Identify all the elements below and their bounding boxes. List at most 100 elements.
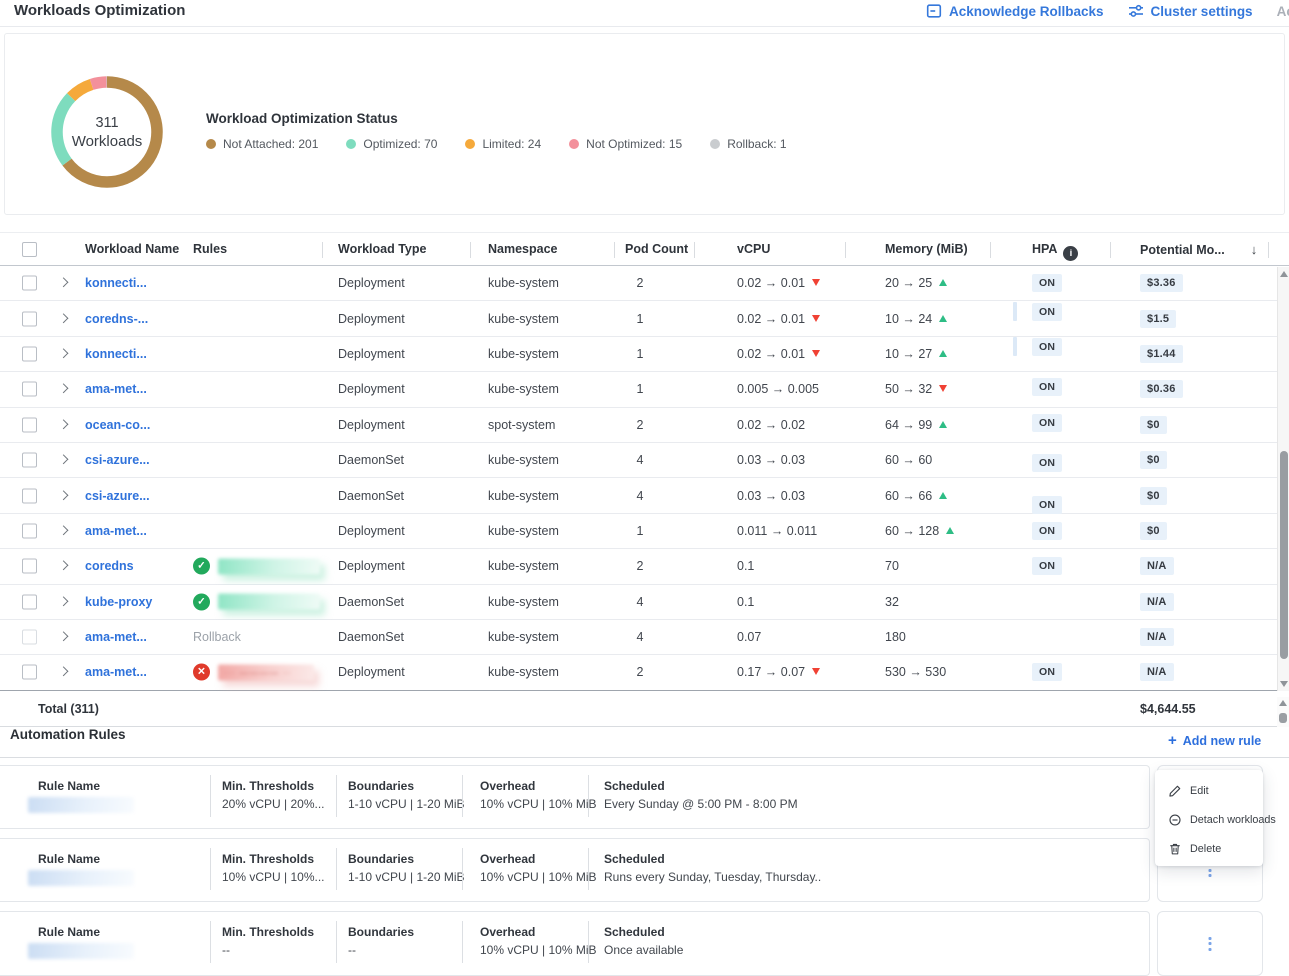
- potential-saving-cell: $1.44: [1140, 345, 1183, 363]
- table-scrollbar[interactable]: [1277, 267, 1289, 691]
- col-hpa[interactable]: HPAi: [1032, 242, 1078, 261]
- table-row: csi-azure... DaemonSet kube-system 4 0.0…: [0, 443, 1277, 478]
- min-thresholds-label: Min. Thresholds: [222, 779, 314, 793]
- scroll-up-arrow-icon[interactable]: [1280, 271, 1288, 277]
- row-checkbox[interactable]: [22, 523, 37, 538]
- workload-type: DaemonSet: [338, 595, 404, 609]
- header-divider: [990, 242, 991, 258]
- workload-name-link[interactable]: ama-met...: [85, 665, 147, 679]
- scrollbar-thumb[interactable]: [1279, 713, 1287, 723]
- row-checkbox[interactable]: [22, 594, 37, 609]
- workload-name-link[interactable]: konnecti...: [85, 276, 147, 290]
- col-memory[interactable]: Memory (MiB): [885, 242, 968, 256]
- legend-label: Rollback: 1: [727, 137, 786, 151]
- col-vcpu[interactable]: vCPU: [737, 242, 770, 256]
- row-checkbox[interactable]: [22, 630, 37, 645]
- min-thresholds-label: Min. Thresholds: [222, 852, 314, 866]
- workload-name-link[interactable]: csi-azure...: [85, 489, 150, 503]
- detach-icon: [1168, 813, 1182, 827]
- hpa-tick-artifact: [1013, 302, 1017, 321]
- row-expand-chevron-icon[interactable]: [59, 348, 69, 358]
- table-row: coredns-... Deployment kube-system 1 0.0…: [0, 301, 1277, 336]
- menu-item-detach-workloads[interactable]: Detach workloads: [1155, 805, 1263, 834]
- workload-type: DaemonSet: [338, 630, 404, 644]
- donut-center-label: 311 Workloads: [49, 74, 165, 190]
- row-expand-chevron-icon[interactable]: [59, 596, 69, 606]
- row-expand-chevron-icon[interactable]: [59, 631, 69, 641]
- scrollbar-thumb[interactable]: [1280, 451, 1288, 659]
- col-pod-count[interactable]: Pod Count: [625, 242, 688, 256]
- row-expand-chevron-icon[interactable]: [59, 667, 69, 677]
- actions-button[interactable]: Actions: [1277, 4, 1289, 19]
- row-expand-chevron-icon[interactable]: [59, 278, 69, 288]
- legend-item: Limited: 24: [465, 137, 541, 151]
- hpa-on-badge: ON: [1032, 303, 1062, 321]
- status-legend-title: Workload Optimization Status: [206, 111, 398, 126]
- row-expand-chevron-icon[interactable]: [59, 384, 69, 394]
- workload-name-link[interactable]: konnecti...: [85, 347, 147, 361]
- cluster-settings-button[interactable]: Cluster settings: [1128, 3, 1253, 19]
- page-scrollbar[interactable]: [1277, 697, 1289, 727]
- workload-name-link[interactable]: coredns: [85, 559, 134, 573]
- potential-saving-badge: $0: [1140, 451, 1167, 469]
- workload-name-link[interactable]: ama-met...: [85, 382, 147, 396]
- potential-saving-cell: N/A: [1140, 593, 1174, 611]
- pod-count: 4: [604, 489, 676, 503]
- scroll-up-arrow-icon[interactable]: [1279, 700, 1287, 706]
- row-expand-chevron-icon[interactable]: [59, 525, 69, 535]
- page-title: Workloads Optimization: [14, 2, 185, 19]
- trend-up-icon: [939, 279, 947, 286]
- memory-value: 60 → 128: [885, 524, 954, 538]
- header-divider: [1110, 242, 1111, 258]
- add-new-rule-button[interactable]: + Add new rule: [1168, 733, 1261, 748]
- col-workload-type[interactable]: Workload Type: [338, 242, 426, 256]
- row-expand-chevron-icon[interactable]: [59, 561, 69, 571]
- optimization-summary-card: 311 Workloads Workload Optimization Stat…: [4, 33, 1285, 215]
- sort-desc-icon[interactable]: ↓: [1251, 242, 1258, 257]
- vcpu-value: 0.17 → 0.07: [737, 665, 820, 679]
- workload-name-link[interactable]: ocean-co...: [85, 418, 150, 432]
- pod-count: 1: [604, 382, 676, 396]
- workload-name-link[interactable]: coredns-...: [85, 312, 148, 326]
- row-expand-chevron-icon[interactable]: [59, 454, 69, 464]
- legend-dot-icon: [569, 139, 579, 149]
- table-row: ama-met... ✕··· ———— ·· Deployment kube-…: [0, 655, 1277, 690]
- workload-name-link[interactable]: csi-azure...: [85, 453, 150, 467]
- min-thresholds-label: Min. Thresholds: [222, 925, 314, 939]
- select-all-checkbox[interactable]: [22, 242, 37, 257]
- row-checkbox[interactable]: [22, 559, 37, 574]
- rule-name-redacted-value: [28, 797, 134, 813]
- workload-name-link[interactable]: ama-met...: [85, 524, 147, 538]
- col-workload-name[interactable]: Workload Name: [85, 242, 179, 256]
- col-namespace[interactable]: Namespace: [488, 242, 558, 256]
- row-checkbox[interactable]: [22, 665, 37, 680]
- menu-item-edit[interactable]: Edit: [1155, 776, 1263, 805]
- kebab-menu-icon[interactable]: [1205, 933, 1216, 955]
- row-checkbox[interactable]: [22, 488, 37, 503]
- row-expand-chevron-icon[interactable]: [59, 490, 69, 500]
- row-expand-chevron-icon[interactable]: [59, 419, 69, 429]
- workload-name-link[interactable]: ama-met...: [85, 630, 147, 644]
- row-checkbox[interactable]: [22, 382, 37, 397]
- hpa-on-badge: ON: [1032, 557, 1062, 575]
- vcpu-value: 0.03 → 0.03: [737, 453, 805, 467]
- info-icon[interactable]: i: [1063, 246, 1078, 261]
- workload-name-link[interactable]: kube-proxy: [85, 595, 152, 609]
- col-rules[interactable]: Rules: [193, 242, 227, 256]
- row-checkbox[interactable]: [22, 311, 37, 326]
- menu-item-delete[interactable]: Delete: [1155, 834, 1263, 863]
- row-checkbox[interactable]: [22, 453, 37, 468]
- row-expand-chevron-icon[interactable]: [59, 313, 69, 323]
- col-potential[interactable]: Potential Mo...↓: [1140, 242, 1257, 257]
- header-divider: [614, 242, 615, 258]
- row-checkbox[interactable]: [22, 276, 37, 291]
- acknowledge-rollbacks-button[interactable]: Acknowledge Rollbacks: [926, 3, 1104, 19]
- workload-type: DaemonSet: [338, 453, 404, 467]
- legend-label: Optimized: 70: [363, 137, 437, 151]
- trend-up-icon: [939, 492, 947, 499]
- rule-card-divider: [336, 848, 337, 890]
- hpa-cell: ON: [1032, 274, 1062, 292]
- row-checkbox[interactable]: [22, 417, 37, 432]
- scroll-down-arrow-icon[interactable]: [1280, 681, 1288, 687]
- row-checkbox[interactable]: [22, 346, 37, 361]
